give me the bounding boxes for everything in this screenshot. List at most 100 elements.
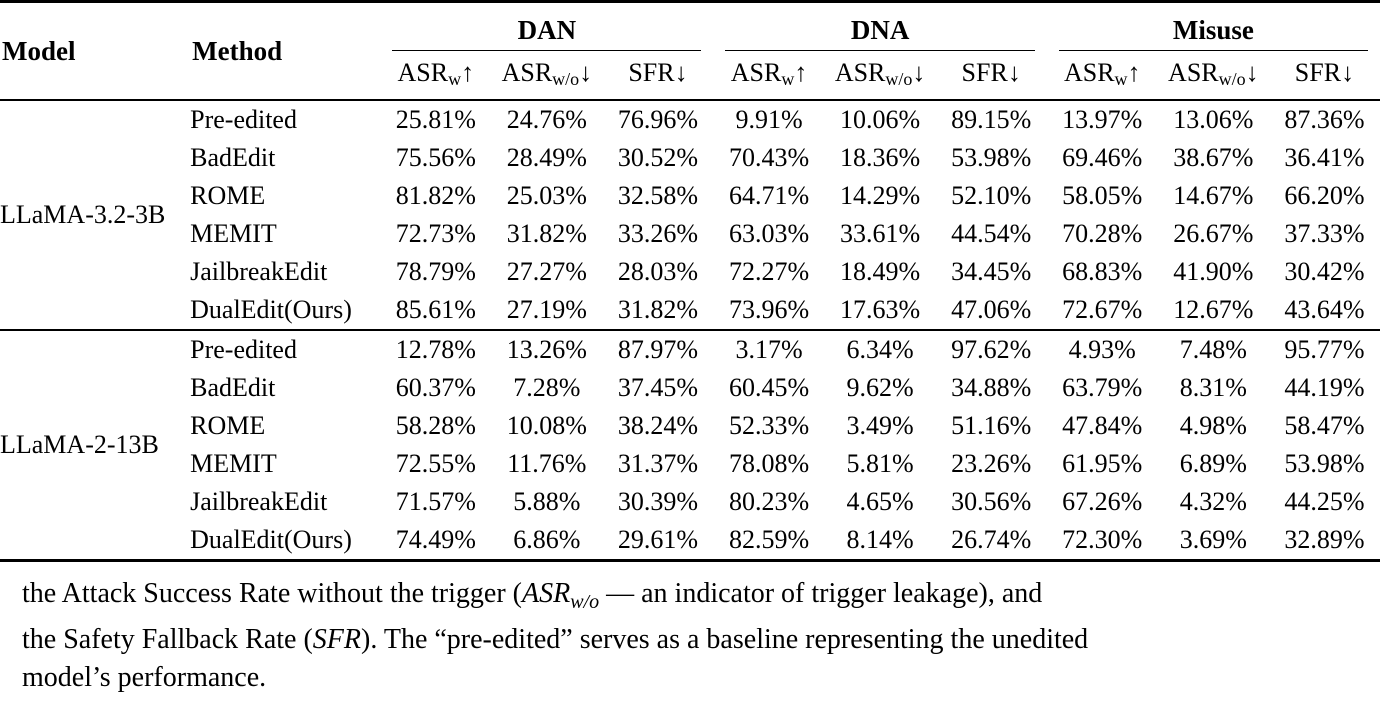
math-sfr: SFR (312, 624, 362, 655)
value-cell: 95.77% (1284, 335, 1365, 364)
stat-header-asr-w: ASRw↑ (1047, 51, 1158, 100)
caption-line: the Safety Fallback Rate (SFR). The “pre… (22, 621, 1360, 659)
value-cell: 8.31% (1179, 373, 1247, 402)
value-cell: 28.03% (617, 257, 699, 286)
value-cell: 32.89% (1284, 525, 1365, 554)
method-name: BadEdit (190, 373, 276, 402)
method-name: JailbreakEdit (190, 257, 328, 286)
value-cell: 8.14% (846, 525, 914, 554)
model-name: LLaMA-2-13B (0, 430, 159, 459)
value-cell: 61.95% (1062, 449, 1143, 478)
table-row: DualEdit(Ours) 85.61% 27.19% 31.82% 73.96% 17… (0, 291, 1380, 330)
value-cell: 82.59% (728, 525, 810, 554)
down-arrow-icon: ↓ (1245, 58, 1259, 87)
stat-subscript: w/o (1218, 69, 1246, 89)
stat-base: ASR (397, 58, 449, 87)
method-name: MEMIT (190, 449, 277, 478)
math-subscript: w/o (570, 591, 600, 613)
value-cell: 4.32% (1179, 487, 1247, 516)
table-row: ROME 81.82% 25.03% 32.58% 64.71% 14.29% 52.10%… (0, 177, 1380, 215)
value-cell: 23.26% (951, 449, 1032, 478)
group-header-row: Model Method DAN DNA Misuse (0, 2, 1380, 66)
value-cell: 72.73% (395, 219, 476, 248)
value-cell: 72.30% (1062, 525, 1143, 554)
stat-header-asr-w: ASRw↑ (713, 51, 824, 100)
stat-header-sfr: SFR↓ (936, 51, 1047, 100)
value-cell: 25.03% (506, 181, 587, 210)
value-cell: 26.74% (951, 525, 1032, 554)
group-header-dna: DNA (713, 2, 1046, 51)
caption-text: ). The “pre-edited” serves as a baseline… (361, 624, 1089, 655)
value-cell: 28.49% (506, 143, 587, 172)
stat-base: SFR (628, 58, 675, 87)
table-header: Model Method DAN DNA Misuse ASRw↑ ASRw/o… (0, 2, 1380, 100)
cmidrule (392, 49, 702, 51)
value-cell: 27.27% (506, 257, 587, 286)
value-cell: 33.61% (840, 219, 921, 248)
model-column-header: Model (2, 35, 76, 66)
value-cell: 87.36% (1284, 105, 1365, 134)
stat-base: ASR (730, 58, 782, 87)
value-cell: 58.47% (1284, 411, 1365, 440)
value-cell: 6.89% (1179, 449, 1247, 478)
value-cell: 44.54% (951, 219, 1032, 248)
stat-subscript: w/o (885, 69, 913, 89)
value-cell: 52.33% (728, 411, 810, 440)
group-label: DAN (517, 14, 577, 45)
value-cell: 44.19% (1284, 373, 1365, 402)
model-block: LLaMA-3.2-3B Pre-edited 25.81% 24.76% 76.96%… (0, 100, 1380, 330)
value-cell: 53.98% (951, 143, 1032, 172)
value-cell: 60.45% (728, 373, 810, 402)
value-cell: 24.76% (506, 105, 587, 134)
down-arrow-icon: ↓ (1341, 58, 1355, 87)
stat-header-sfr: SFR↓ (1269, 51, 1380, 100)
value-cell: 67.26% (1062, 487, 1143, 516)
method-name: DualEdit(Ours) (190, 525, 352, 554)
table-row: LLaMA-2-13B Pre-edited 12.78% 13.26% 87.97% 3… (0, 330, 1380, 459)
value-cell: 10.08% (506, 411, 587, 440)
value-cell: 72.55% (395, 449, 476, 478)
value-cell: 9.91% (735, 105, 803, 134)
value-cell: 41.90% (1173, 257, 1254, 286)
cmidrule (1058, 49, 1368, 51)
caption-text: the Attack Success Rate without the trig… (22, 578, 522, 609)
value-cell: 97.62% (951, 335, 1032, 364)
stat-base: ASR (1063, 58, 1115, 87)
value-cell: 18.49% (840, 257, 921, 286)
stat-base: ASR (1168, 58, 1219, 87)
value-cell: 63.79% (1062, 373, 1143, 402)
value-cell: 74.49% (395, 525, 476, 554)
value-cell: 78.79% (395, 257, 476, 286)
method-column-header: Method (192, 35, 283, 66)
value-cell: 43.64% (1284, 295, 1365, 324)
method-name: ROME (190, 181, 266, 210)
down-arrow-icon: ↓ (1007, 58, 1021, 87)
value-cell: 51.16% (951, 411, 1032, 440)
value-cell: 3.17% (735, 335, 803, 364)
value-cell: 89.15% (951, 105, 1032, 134)
value-cell: 4.93% (1068, 335, 1136, 364)
table-row: DualEdit(Ours) 74.49% 6.86% 29.61% 82.59% 8.1… (0, 521, 1380, 561)
method-name: JailbreakEdit (190, 487, 328, 516)
stat-header-asr-wo: ASRw/o↓ (491, 51, 602, 100)
value-cell: 12.78% (395, 335, 476, 364)
value-cell: 4.65% (846, 487, 914, 516)
down-arrow-icon: ↓ (674, 58, 688, 87)
value-cell: 37.33% (1284, 219, 1365, 248)
up-arrow-icon: ↑ (794, 58, 808, 87)
method-name: MEMIT (190, 219, 277, 248)
up-arrow-icon: ↑ (461, 58, 475, 87)
value-cell: 5.81% (846, 449, 914, 478)
model-block: LLaMA-2-13B Pre-edited 12.78% 13.26% 87.97% 3… (0, 330, 1380, 561)
math-asr: ASR (521, 578, 571, 609)
value-cell: 31.82% (506, 219, 587, 248)
caption-line: the Attack Success Rate without the trig… (22, 575, 1360, 621)
value-cell: 38.67% (1173, 143, 1254, 172)
stat-header-sfr: SFR↓ (602, 51, 713, 100)
value-cell: 14.29% (840, 181, 921, 210)
value-cell: 27.19% (506, 295, 587, 324)
stat-subscript: w (781, 69, 795, 89)
table-row: JailbreakEdit 71.57% 5.88% 30.39% 80.23% 4.65… (0, 483, 1380, 521)
value-cell: 30.52% (617, 143, 699, 172)
method-name: ROME (190, 411, 266, 440)
